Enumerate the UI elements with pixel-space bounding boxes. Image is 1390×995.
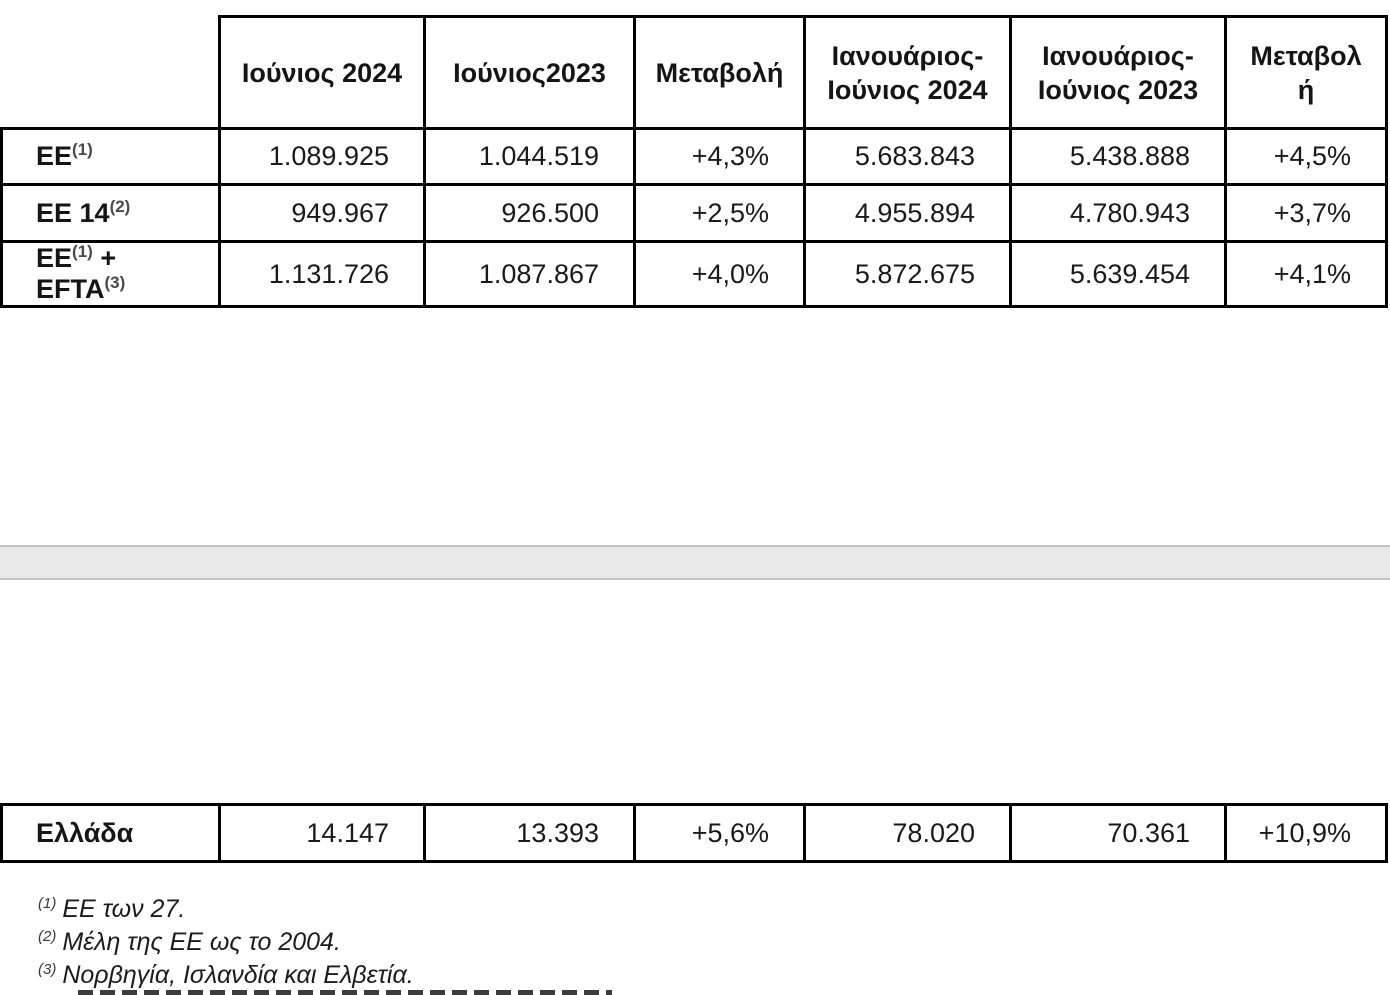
value-cell: +2,5%	[633, 183, 806, 243]
eu-registrations-table: Ιούνιος 2024 Ιούνιος2023 Μεταβολή Ιανουάριο…	[0, 15, 1388, 308]
footnotes: (1) ΕΕ των 27. (2) Μέλη της ΕΕ ως το 2004.(…	[38, 893, 414, 992]
footnote-marker: (3)	[38, 961, 57, 978]
value-cell: 5.872.675	[803, 240, 1012, 308]
footnote: (3) Νορβηγία, Ισλανδία και Ελβετία.	[38, 959, 414, 992]
value-cell: 13.393	[423, 803, 636, 863]
value-cell: 4.780.943	[1009, 183, 1227, 243]
label-text: ΕΕ 14	[36, 197, 110, 228]
footnote: (2) Μέλη της ΕΕ ως το 2004.	[38, 926, 414, 959]
value-cell: 4.955.894	[803, 183, 1012, 243]
value-cell: +4,0%	[633, 240, 806, 308]
cropped-text-artifact	[78, 990, 612, 995]
value-cell: +4,3%	[633, 127, 806, 186]
superscript-marker: (2)	[109, 196, 131, 216]
table-row: ΕΕ(1) + EFTA(3) 1.131.726 1.087.867 +4,0% 5.8…	[0, 240, 1388, 308]
value-cell: 5.639.454	[1009, 240, 1227, 308]
value-cell: +10,9%	[1224, 803, 1388, 863]
label-text: ΕΕ	[36, 243, 73, 274]
column-header: Ιανουάριος- Ιούνιος 2024	[803, 15, 1012, 130]
value-cell: +4,1%	[1224, 240, 1388, 308]
section-divider-bar	[0, 545, 1390, 580]
label-text: +	[92, 243, 117, 274]
value-cell: 1.089.925	[218, 127, 426, 186]
column-header: Ιούνιος2023	[423, 15, 636, 130]
row-label: ΕΕ(1) + EFTA(3)	[0, 240, 221, 308]
value-cell: +3,7%	[1224, 183, 1388, 243]
footnote-text: Μέλη της ΕΕ ως το 2004.	[62, 928, 341, 956]
table-row: Ελλάδα 14.147 13.393 +5,6% 78.020 70.361 +10,9…	[0, 803, 1388, 863]
column-header: Ιανουάριος- Ιούνιος 2023	[1009, 15, 1227, 130]
row-label: Ελλάδα	[0, 803, 221, 863]
row-label: ΕΕ(1)	[0, 127, 221, 186]
footnote: (1) ΕΕ των 27.	[38, 893, 414, 926]
value-cell: +4,5%	[1224, 127, 1388, 186]
label-text: Ελλάδα	[36, 817, 134, 848]
value-cell: 5.438.888	[1009, 127, 1227, 186]
greece-registrations-table: Ελλάδα 14.147 13.393 +5,6% 78.020 70.361 +10,9…	[0, 803, 1388, 863]
row-label: ΕΕ 14(2)	[0, 183, 221, 243]
value-cell: 14.147	[218, 803, 426, 863]
value-cell: 78.020	[803, 803, 1012, 863]
superscript-marker: (1)	[72, 242, 93, 261]
column-header: Μεταβολ ή	[1224, 15, 1388, 130]
footnote-text: ΕΕ των 27.	[62, 895, 186, 923]
value-cell: 949.967	[218, 183, 426, 243]
value-cell: 1.044.519	[423, 127, 636, 186]
value-cell: 1.131.726	[218, 240, 426, 308]
table-row: ΕΕ(1) 1.089.925 1.044.519 +4,3% 5.683.843 5.4…	[0, 127, 1388, 186]
label-text: EFTA	[36, 274, 105, 304]
header-row: Ιούνιος 2024 Ιούνιος2023 Μεταβολή Ιανουάριο…	[2, 15, 1388, 130]
value-cell: 5.683.843	[803, 127, 1012, 186]
column-header: Μεταβολή	[633, 15, 806, 130]
footnote-text: Νορβηγία, Ισλανδία και Ελβετία.	[62, 961, 414, 989]
superscript-marker: (3)	[104, 273, 126, 292]
superscript-marker: (1)	[72, 140, 93, 159]
value-cell: 1.087.867	[423, 240, 636, 308]
label-text: ΕΕ	[36, 141, 73, 171]
value-cell: 70.361	[1009, 803, 1227, 863]
footnote-marker: (1)	[38, 895, 57, 912]
footnote-marker: (2)	[38, 928, 57, 945]
table-row: ΕΕ 14(2) 949.967 926.500 +2,5% 4.955.894 4.78…	[0, 183, 1388, 243]
blank-corner-cell	[2, 17, 220, 129]
column-header: Ιούνιος 2024	[218, 15, 426, 130]
value-cell: 926.500	[423, 183, 636, 243]
value-cell: +5,6%	[633, 803, 806, 863]
